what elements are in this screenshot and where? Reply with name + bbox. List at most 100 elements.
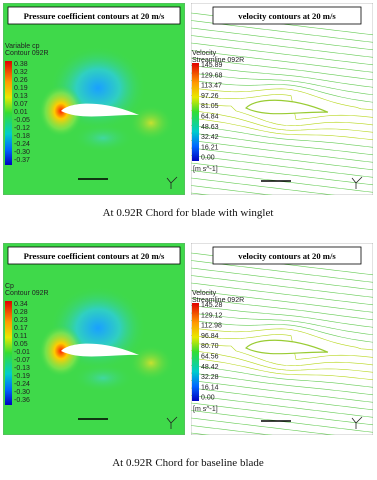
streamline (191, 334, 373, 360)
legend-value: -0.30 (14, 389, 30, 396)
streamline (191, 42, 373, 66)
streamline (191, 275, 373, 298)
legend-value: 81.05 (201, 103, 219, 110)
streamline (191, 117, 373, 141)
legend-value: 64.56 (201, 354, 219, 361)
figure-caption: At 0.92R Chord for blade with winglet (103, 207, 274, 219)
streamline (191, 417, 336, 435)
streamline (191, 357, 373, 381)
legend-value: 97.26 (201, 93, 219, 100)
airfoil (245, 339, 329, 355)
legend-value: 32.42 (201, 134, 219, 141)
lower-region (73, 124, 133, 152)
title-box (7, 6, 181, 25)
streamline (191, 267, 373, 291)
streamline (191, 297, 373, 321)
legend-value: 112.98 (201, 323, 222, 330)
legend-value: 32.28 (201, 374, 219, 381)
streamline (191, 372, 373, 396)
legend-value: 0.28 (14, 309, 28, 316)
streamline (191, 350, 373, 373)
airfoil (61, 103, 139, 117)
streamline (191, 320, 373, 343)
pressure-panel: Pressure coefficient contours at 20 m/s V… (3, 3, 185, 195)
panel-title: velocity contours at 20 m/s (238, 11, 336, 21)
streamline (191, 425, 273, 435)
axis-triad (166, 416, 178, 429)
legend-title: Cp (5, 283, 14, 290)
legend-value: -0.36 (14, 397, 30, 404)
panel-title: velocity contours at 20 m/s (238, 251, 336, 261)
legend-value: 129.12 (201, 312, 223, 319)
streamline (191, 57, 373, 81)
colorbar (192, 63, 199, 161)
legend-value: 0.32 (14, 69, 28, 76)
legend-value: 0.19 (14, 85, 28, 92)
legend-unit: [m s^-1] (193, 406, 218, 413)
streamline (191, 147, 373, 171)
streamline (186, 470, 377, 480)
title-box (7, 246, 181, 265)
streamline (191, 410, 373, 433)
legend-value: -0.12 (14, 125, 30, 132)
panel-title: Pressure coefficient contours at 20 m/s (24, 251, 165, 261)
trailing-region (129, 105, 173, 141)
figure-caption: At 0.92R Chord for baseline blade (112, 457, 264, 469)
panel-background (191, 243, 373, 435)
colorbar (5, 61, 12, 165)
streamline (191, 177, 336, 195)
legend-value: 48.42 (201, 364, 219, 371)
legend-value: 0.00 (201, 395, 215, 402)
legend-value: -0.24 (14, 141, 30, 148)
legend-value: 0.34 (14, 301, 28, 308)
velocity-panel: velocity contours at 20 m/s VelocityStrea… (186, 3, 377, 246)
lower-region (73, 364, 133, 392)
panel-background (191, 3, 373, 195)
legend-value: 0.13 (14, 93, 28, 100)
streamline (191, 27, 373, 51)
legend-value: 96.84 (201, 333, 219, 340)
streamline (191, 402, 373, 426)
legend-value: 0.05 (14, 341, 28, 348)
streamline (191, 102, 373, 127)
airfoil (245, 99, 329, 115)
streamline (191, 305, 373, 328)
legend-title: Variable cp (5, 43, 40, 50)
legend-value: -0.01 (14, 349, 30, 356)
streamline (191, 185, 273, 195)
legend-value: -0.37 (14, 157, 30, 164)
streamline (191, 110, 373, 133)
streamline (191, 170, 373, 193)
legend-value: -0.24 (14, 381, 30, 388)
legend-value: -0.05 (14, 117, 30, 124)
legend-value: 0.11 (14, 333, 27, 340)
legend-value: 145.89 (201, 62, 223, 69)
colorbar (5, 301, 12, 405)
streamline (191, 282, 373, 306)
streamline (186, 222, 377, 246)
streamline (191, 125, 373, 148)
legend-value: 0.00 (201, 155, 215, 162)
streamline (191, 94, 373, 120)
legend-value: -0.07 (14, 357, 30, 364)
streamline (191, 87, 373, 111)
legend-value: 0.07 (14, 101, 28, 108)
streamline (191, 365, 373, 388)
legend-value: 129.68 (201, 72, 223, 79)
airfoil (61, 343, 139, 357)
legend-value: -0.19 (14, 373, 30, 380)
legend-value: 64.84 (201, 114, 219, 121)
legend-title: Velocity (192, 290, 217, 297)
legend-unit: [m s^-1] (193, 166, 218, 173)
streamline (191, 432, 211, 435)
streamline (191, 327, 373, 351)
pressure-panel: Pressure coefficient contours at 20 m/s C… (3, 243, 185, 435)
legend-value: 0.26 (14, 77, 28, 84)
streamline (191, 72, 373, 96)
streamline (191, 162, 373, 186)
streamline (191, 290, 373, 313)
legend-value: -0.30 (14, 149, 30, 156)
legend-title: Contour 092R (5, 50, 49, 57)
legend-title: Streamline 092R (192, 57, 244, 64)
trailing-region (129, 345, 173, 381)
